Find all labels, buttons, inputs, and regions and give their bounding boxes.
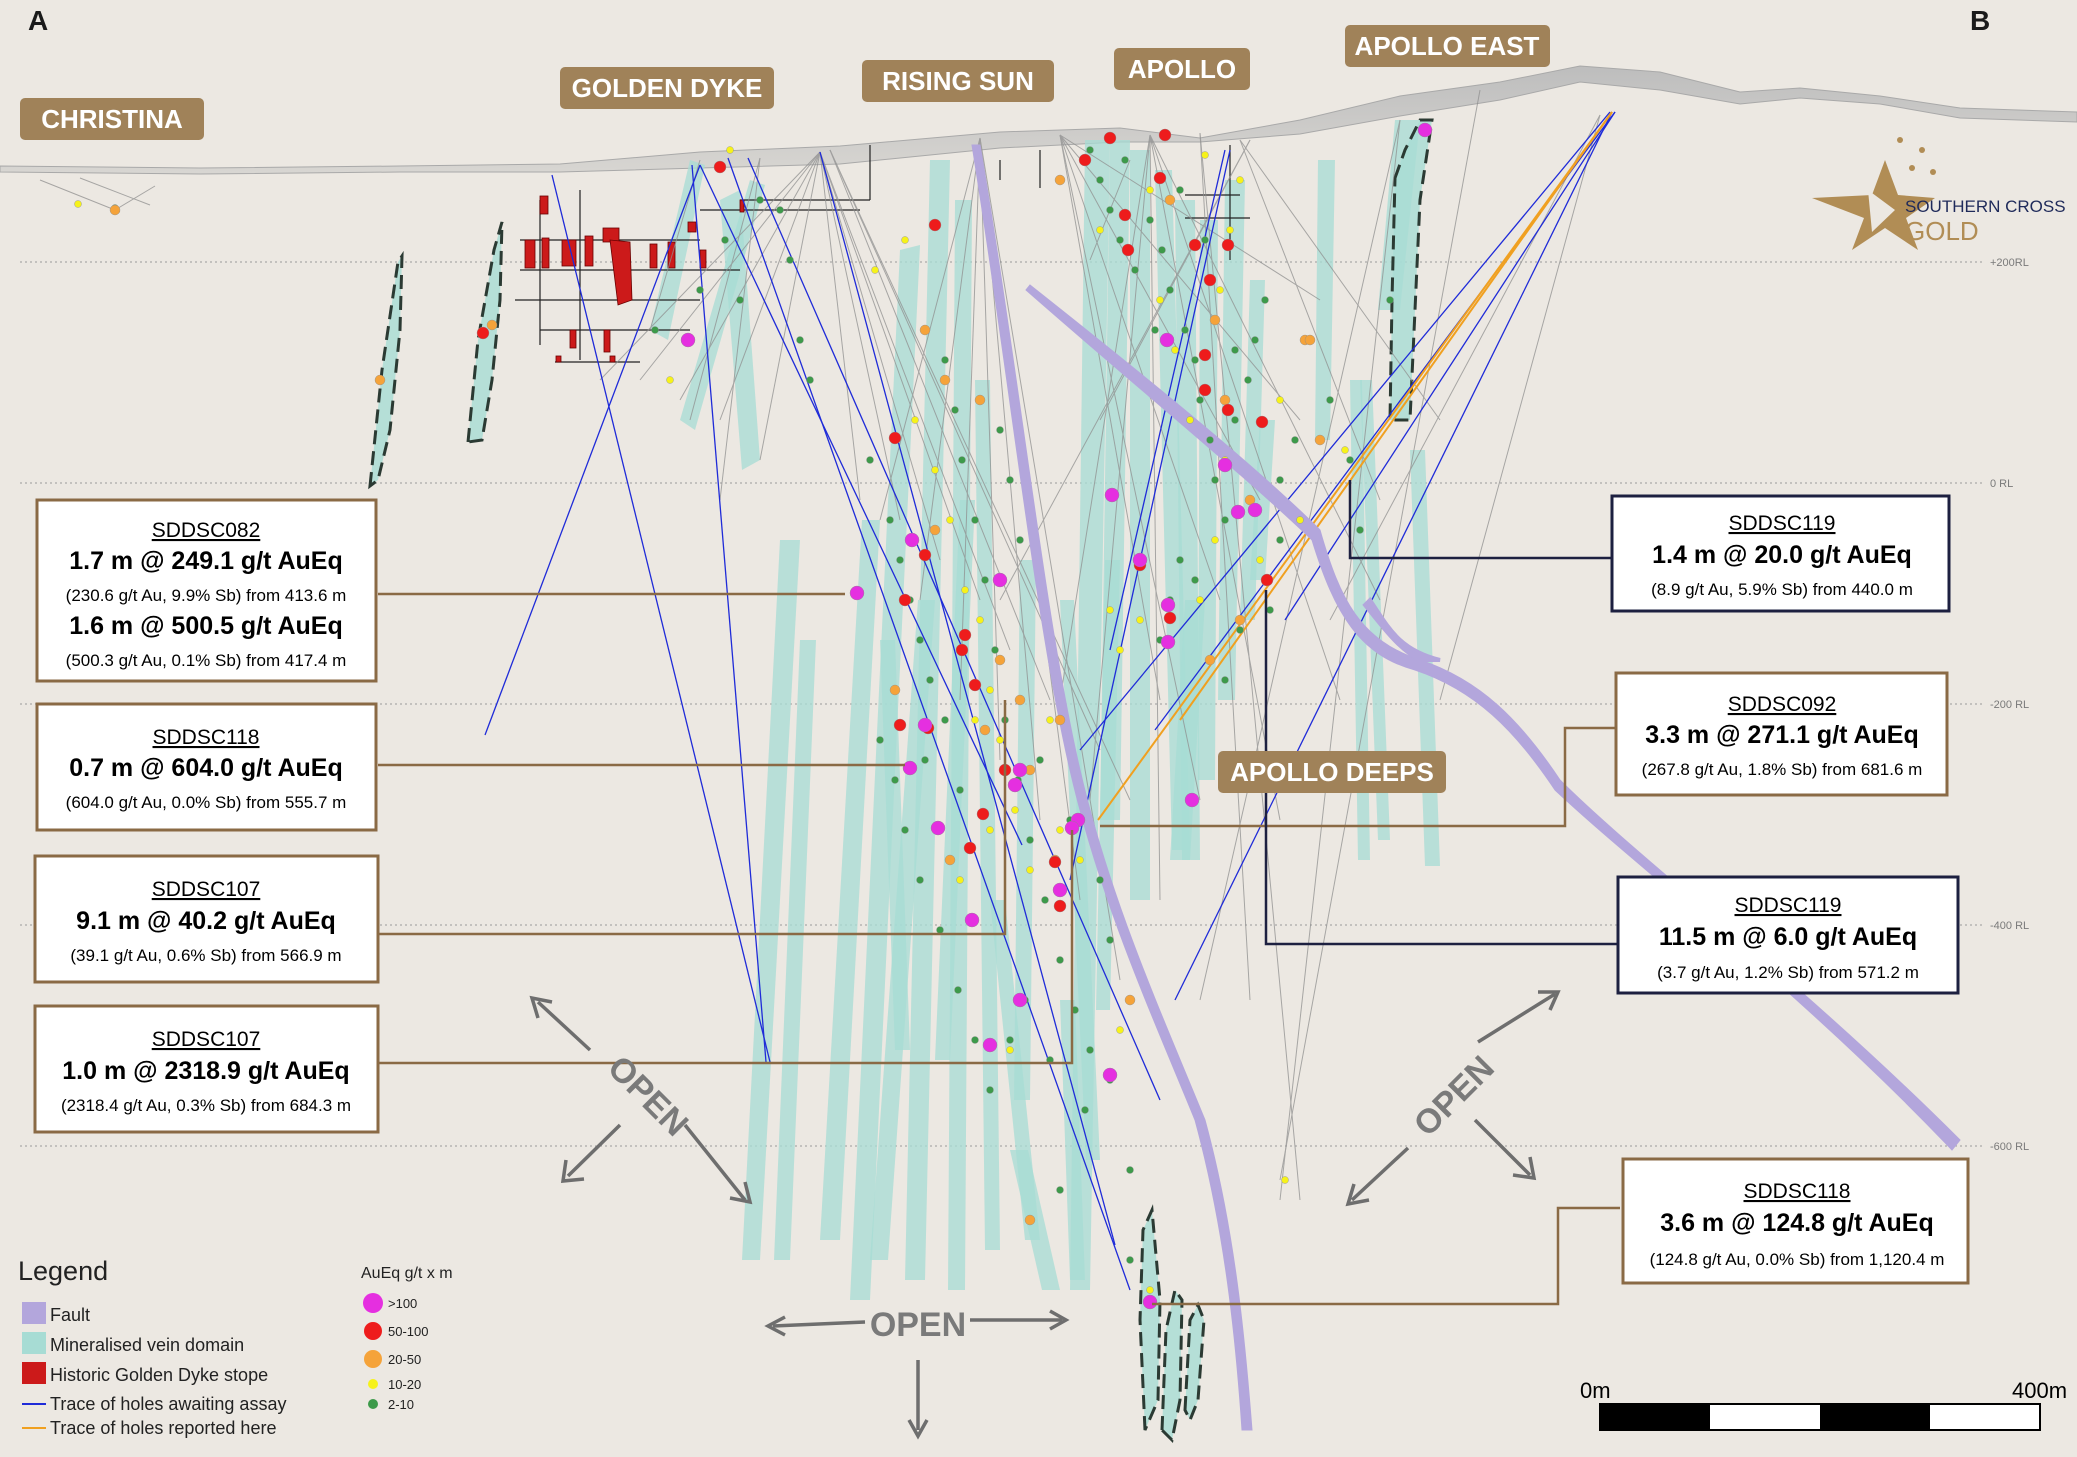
grade-label-50-100: 50-100 bbox=[388, 1324, 428, 1339]
intercept-6-line1: 3.3 m @ 271.1 g/t AuEq bbox=[1645, 721, 1919, 749]
logo-line2: GOLD bbox=[1905, 216, 1979, 246]
intercept-4-hole: SDDSC107 bbox=[152, 1028, 261, 1051]
intercept-5-line1: 1.4 m @ 20.0 g/t AuEq bbox=[1652, 541, 1912, 569]
grade-swatch-50-100 bbox=[364, 1322, 382, 1340]
intercept-box-2: SDDSC118 0.7 m @ 604.0 g/t AuEq (604.0 g… bbox=[35, 702, 378, 832]
intercept-2-line1: 0.7 m @ 604.0 g/t AuEq bbox=[69, 754, 343, 782]
prospect-apollo-deeps-label: APOLLO DEEPS bbox=[1230, 757, 1434, 787]
intercept-4-detail1: (2318.4 g/t Au, 0.3% Sb) from 684.3 m bbox=[61, 1096, 351, 1115]
intercept-6-hole: SDDSC092 bbox=[1728, 693, 1837, 716]
intercept-8-detail1: (124.8 g/t Au, 0.0% Sb) from 1,120.4 m bbox=[1650, 1250, 1945, 1269]
intercept-8-hole: SDDSC118 bbox=[1744, 1180, 1851, 1203]
intercept-box-1: SDDSC082 1.7 m @ 249.1 g/t AuEq (230.6 g… bbox=[35, 498, 378, 683]
holes-awaiting-assay bbox=[484, 111, 1616, 1291]
prospect-apollo-label: APOLLO bbox=[1128, 54, 1236, 84]
grade-label-2-10: 2-10 bbox=[388, 1397, 414, 1412]
rl-label-200: +200RL bbox=[1990, 257, 2029, 269]
grade-swatch-2-10 bbox=[368, 1399, 378, 1409]
intercept-3-detail1: (39.1 g/t Au, 0.6% Sb) from 566.9 m bbox=[70, 946, 341, 965]
rl-label-minus400: -400 RL bbox=[1990, 920, 2029, 932]
legend-label-reported: Trace of holes reported here bbox=[50, 1418, 276, 1438]
prospect-apollo-deeps-box bbox=[1218, 751, 1446, 793]
open-arrows bbox=[529, 990, 1561, 1440]
intercept-7-hole: SDDSC119 bbox=[1735, 894, 1842, 917]
legend-label-fault: Fault bbox=[50, 1305, 90, 1325]
prospect-golden-dyke-box bbox=[560, 67, 774, 109]
legend-swatch-stope bbox=[22, 1362, 46, 1384]
grade-samples bbox=[74, 122, 1433, 1310]
scale-bar: 0m 400m bbox=[1580, 1378, 2067, 1431]
holes-reported-here bbox=[1097, 111, 1613, 821]
intercept-1-hole: SDDSC082 bbox=[152, 519, 261, 542]
intercept-1-line2: 1.6 m @ 500.5 g/t AuEq bbox=[69, 612, 343, 640]
intercept-1-detail1: (230.6 g/t Au, 9.9% Sb) from 413.6 m bbox=[66, 586, 347, 605]
prospect-apollo-east-box bbox=[1345, 25, 1550, 67]
golden-dyke-workings bbox=[515, 145, 1250, 363]
rl-label-minus600: -600 RL bbox=[1990, 1141, 2029, 1153]
southern-cross-gold-logo: SOUTHERN CROSS GOLD bbox=[1812, 137, 2066, 250]
prospect-christina-box bbox=[20, 98, 204, 140]
prospect-rising-sun-label: RISING SUN bbox=[882, 66, 1034, 96]
legend-label-stope: Historic Golden Dyke stope bbox=[50, 1365, 268, 1385]
scale-start-label: 0m bbox=[1580, 1378, 1611, 1403]
intercept-8-line1: 3.6 m @ 124.8 g/t AuEq bbox=[1660, 1209, 1934, 1237]
prospect-golden-dyke-label: GOLDEN DYKE bbox=[572, 73, 763, 103]
legend-title: Legend bbox=[18, 1256, 108, 1286]
intercept-box-3: SDDSC107 9.1 m @ 40.2 g/t AuEq (39.1 g/t… bbox=[33, 854, 380, 984]
grade-swatch-20-50 bbox=[364, 1350, 382, 1368]
intercept-2-detail1: (604.0 g/t Au, 0.0% Sb) from 555.7 m bbox=[66, 793, 347, 812]
intercept-6-detail1: (267.8 g/t Au, 1.8% Sb) from 681.6 m bbox=[1642, 760, 1923, 779]
grade-label-gt100: >100 bbox=[388, 1296, 417, 1311]
intercept-box-5: SDDSC119 1.4 m @ 20.0 g/t AuEq (8.9 g/t … bbox=[1610, 494, 1951, 613]
intercept-7-line1: 11.5 m @ 6.0 g/t AuEq bbox=[1659, 923, 1917, 951]
legend: Legend Fault Mineralised vein domain His… bbox=[18, 1256, 286, 1438]
prospect-rising-sun-box bbox=[862, 60, 1054, 102]
grade-swatch-10-20 bbox=[368, 1379, 378, 1389]
legend-swatch-fault bbox=[22, 1302, 46, 1324]
prospect-christina-label: CHRISTINA bbox=[41, 104, 183, 134]
grade-label-20-50: 20-50 bbox=[388, 1352, 421, 1367]
topography-surface bbox=[0, 65, 2077, 175]
intercept-5-hole: SDDSC119 bbox=[1729, 512, 1836, 535]
grade-label-10-20: 10-20 bbox=[388, 1377, 421, 1392]
intercept-2-hole: SDDSC118 bbox=[153, 726, 260, 749]
grade-legend-title: AuEq g/t x m bbox=[361, 1265, 453, 1282]
intercept-7-detail1: (3.7 g/t Au, 1.2% Sb) from 571.2 m bbox=[1657, 963, 1919, 982]
intercept-box-6: SDDSC092 3.3 m @ 271.1 g/t AuEq (267.8 g… bbox=[1614, 671, 1949, 797]
grade-legend: AuEq g/t x m >100 50-100 20-50 10-20 2-1… bbox=[361, 1265, 453, 1412]
intercept-4-line1: 1.0 m @ 2318.9 g/t AuEq bbox=[62, 1057, 349, 1085]
intercept-box-4: SDDSC107 1.0 m @ 2318.9 g/t AuEq (2318.4… bbox=[33, 1004, 380, 1134]
rl-label-minus200: -200 RL bbox=[1990, 699, 2029, 711]
intercept-5-detail1: (8.9 g/t Au, 5.9% Sb) from 440.0 m bbox=[1651, 580, 1913, 599]
prospect-apollo-east-label: APOLLO EAST bbox=[1355, 31, 1540, 61]
star-cut-icon bbox=[1868, 190, 1895, 232]
prospect-apollo-box bbox=[1114, 48, 1250, 90]
scale-end-label: 400m bbox=[2012, 1378, 2067, 1403]
intercept-1-line1: 1.7 m @ 249.1 g/t AuEq bbox=[69, 547, 343, 575]
section-end-b: B bbox=[1970, 5, 1990, 36]
legend-swatch-vein bbox=[22, 1332, 46, 1354]
intercept-box-7: SDDSC119 11.5 m @ 6.0 g/t AuEq (3.7 g/t … bbox=[1616, 875, 1960, 995]
logo-line1: SOUTHERN CROSS bbox=[1905, 197, 2066, 216]
open-label-bottom: OPEN bbox=[870, 1306, 966, 1344]
intercept-box-8: SDDSC118 3.6 m @ 124.8 g/t AuEq (124.8 g… bbox=[1621, 1157, 1970, 1285]
intercept-3-line1: 9.1 m @ 40.2 g/t AuEq bbox=[76, 907, 336, 935]
legend-label-vein: Mineralised vein domain bbox=[50, 1335, 244, 1355]
prospect-labels: CHRISTINA GOLDEN DYKE RISING SUN APOLLO … bbox=[20, 25, 1550, 793]
section-end-a: A bbox=[28, 5, 48, 36]
intercept-3-hole: SDDSC107 bbox=[152, 878, 261, 901]
rl-label-0: 0 RL bbox=[1990, 478, 2013, 490]
grade-swatch-gt100 bbox=[363, 1293, 383, 1313]
legend-label-awaiting: Trace of holes awaiting assay bbox=[50, 1394, 286, 1414]
intercept-1-detail2: (500.3 g/t Au, 0.1% Sb) from 417.4 m bbox=[66, 651, 347, 670]
intercept-leader-lines bbox=[378, 480, 1630, 1306]
